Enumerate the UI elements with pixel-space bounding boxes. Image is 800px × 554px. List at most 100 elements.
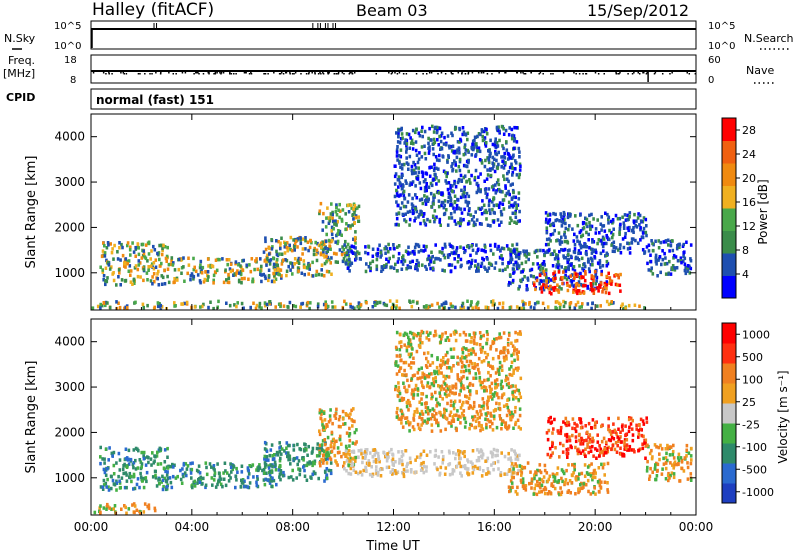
data-cell xyxy=(395,154,399,158)
data-cell xyxy=(481,345,484,350)
data-cell xyxy=(639,227,642,232)
data-cell xyxy=(166,470,169,474)
data-cell xyxy=(455,248,458,253)
data-cell xyxy=(264,276,267,281)
data-cell xyxy=(548,213,552,217)
data-cell xyxy=(458,461,461,465)
data-cell xyxy=(538,481,542,486)
data-cell xyxy=(471,406,475,411)
data-cell xyxy=(605,286,608,291)
data-cell xyxy=(498,360,502,365)
nave-dot xyxy=(671,72,673,74)
data-cell xyxy=(192,274,196,279)
data-cell xyxy=(321,419,324,423)
data-cell xyxy=(107,260,110,265)
data-cell xyxy=(584,483,588,487)
data-cell xyxy=(441,397,444,401)
data-cell xyxy=(162,243,165,248)
data-cell xyxy=(355,428,358,432)
data-cell xyxy=(568,305,572,309)
data-cell xyxy=(446,134,450,138)
data-cell xyxy=(492,203,496,208)
data-cell xyxy=(406,210,410,214)
data-cell xyxy=(422,385,425,390)
data-cell xyxy=(511,390,514,395)
data-cell xyxy=(546,213,550,217)
data-cell xyxy=(644,217,648,222)
data-cell xyxy=(587,435,590,439)
data-cell xyxy=(409,141,413,145)
nave-dot xyxy=(450,72,453,74)
data-cell xyxy=(149,279,153,283)
data-cell xyxy=(153,459,156,463)
data-cell xyxy=(426,305,430,310)
data-cell xyxy=(417,166,420,170)
data-cell xyxy=(338,215,341,220)
nave-dot xyxy=(575,73,577,75)
data-cell xyxy=(654,239,657,243)
data-cell xyxy=(591,439,594,444)
data-cell xyxy=(497,467,500,471)
data-cell xyxy=(327,270,331,274)
data-cell xyxy=(464,164,468,168)
data-cell xyxy=(574,435,578,439)
data-cell xyxy=(255,480,258,484)
data-cell xyxy=(404,212,407,216)
data-cell xyxy=(334,412,338,416)
data-cell xyxy=(206,270,210,274)
data-cell xyxy=(460,450,463,454)
data-cell xyxy=(454,456,457,461)
data-cell xyxy=(491,161,494,165)
data-cell xyxy=(518,162,522,166)
data-cell xyxy=(405,373,408,377)
data-cell xyxy=(505,148,509,152)
data-cell xyxy=(556,429,560,433)
data-cell xyxy=(553,486,557,491)
data-cell xyxy=(425,330,429,335)
data-cell xyxy=(607,416,610,421)
data-cell xyxy=(365,469,368,473)
data-cell xyxy=(517,197,521,201)
data-cell xyxy=(598,261,602,265)
data-cell xyxy=(450,131,453,135)
data-cell xyxy=(150,262,154,266)
data-cell xyxy=(487,158,490,162)
data-cell xyxy=(512,464,515,469)
data-cell xyxy=(545,431,549,435)
data-cell xyxy=(401,413,405,417)
data-cell xyxy=(645,420,649,424)
data-cell xyxy=(299,238,302,242)
data-cell xyxy=(394,460,397,464)
data-cell xyxy=(349,203,353,207)
data-cell xyxy=(520,466,524,471)
data-cell xyxy=(404,204,408,209)
data-cell xyxy=(453,194,457,198)
data-cell xyxy=(297,256,301,261)
data-cell xyxy=(270,443,274,447)
data-cell xyxy=(346,266,350,270)
nave-dot xyxy=(279,73,282,75)
data-cell xyxy=(500,364,504,368)
data-cell xyxy=(391,453,395,457)
data-cell xyxy=(305,478,309,482)
data-cell xyxy=(509,156,512,160)
data-cell xyxy=(347,224,350,228)
nave-dot xyxy=(631,73,634,75)
data-cell xyxy=(110,265,113,269)
data-cell xyxy=(451,391,454,395)
data-cell xyxy=(439,134,443,138)
data-cell xyxy=(161,248,164,253)
data-cell xyxy=(349,305,352,309)
data-cell xyxy=(596,218,599,222)
data-cell xyxy=(514,489,518,494)
data-cell xyxy=(480,474,484,478)
data-cell xyxy=(402,184,405,188)
data-cell xyxy=(462,152,466,157)
data-cell xyxy=(580,441,583,446)
data-cell xyxy=(167,280,171,285)
data-cell xyxy=(549,252,553,257)
data-cell xyxy=(376,247,380,251)
data-cell xyxy=(514,167,517,171)
nave-dot xyxy=(108,72,110,74)
data-cell xyxy=(189,277,192,282)
